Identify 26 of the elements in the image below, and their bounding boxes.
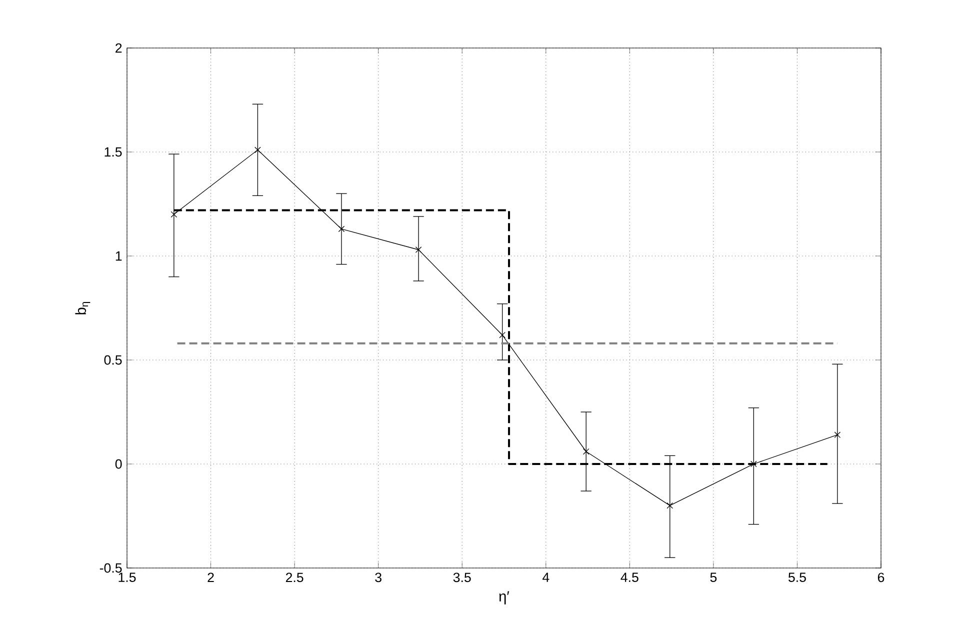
point <box>499 332 506 338</box>
x-tick-label: 2 <box>208 572 214 582</box>
x-tick-label: 2.5 <box>286 572 304 582</box>
y-tick-label: 1 <box>116 251 122 261</box>
point <box>750 460 757 468</box>
point <box>254 146 261 154</box>
point <box>170 211 178 218</box>
point <box>582 448 590 455</box>
x-axis-title: η′ <box>499 591 510 604</box>
x-tick-label: 4.5 <box>620 572 638 582</box>
point <box>338 226 345 232</box>
point <box>834 432 841 438</box>
x-tick-label: 5 <box>710 572 717 582</box>
x-tick-label: 3.5 <box>453 572 471 582</box>
y-tick-label: 2 <box>116 43 122 53</box>
y-tick-label: 0 <box>115 459 122 469</box>
y-tick-label: -0.5 <box>100 563 122 573</box>
y-axis-title: b$_{η}$ <box>75 302 90 314</box>
point <box>415 246 422 253</box>
x-tick-label: 6 <box>878 572 884 582</box>
x-tick-label: 4 <box>542 572 550 582</box>
y-tick-label: 1.5 <box>104 147 122 157</box>
x-tick-label: 5.5 <box>788 572 806 582</box>
point <box>666 502 674 509</box>
x-tick-label: 3 <box>375 572 382 582</box>
y-tick-label: 0.5 <box>104 355 122 365</box>
